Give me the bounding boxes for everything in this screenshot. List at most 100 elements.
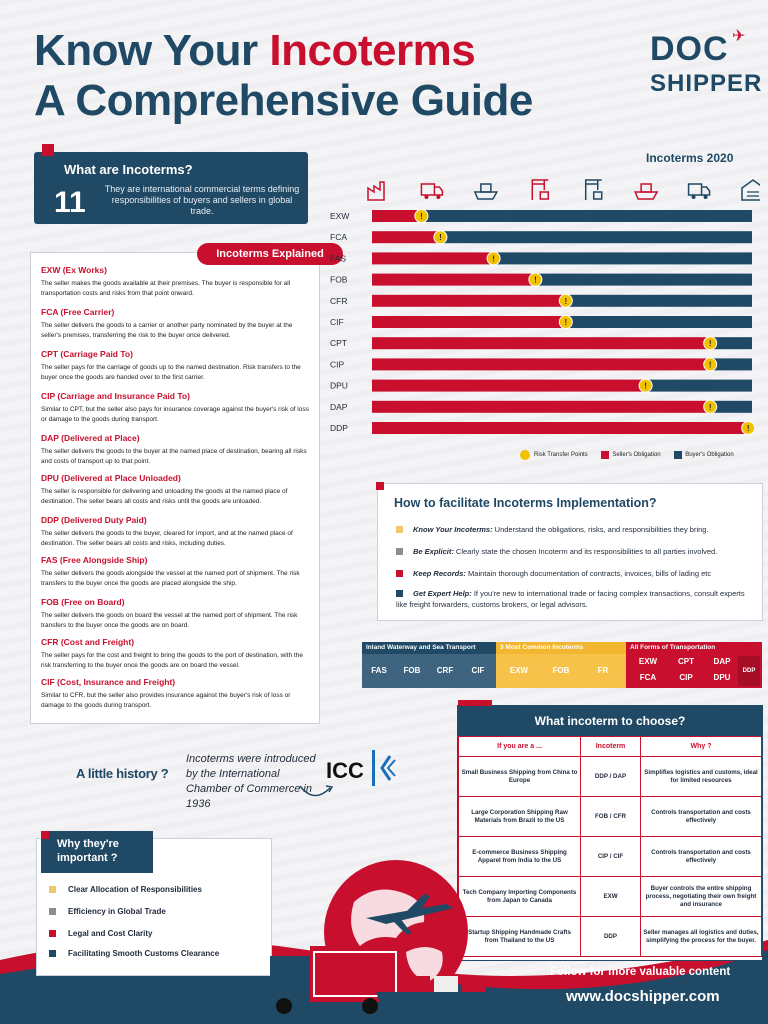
term-name: EXW (Ex Works) xyxy=(41,265,107,275)
seller-bar xyxy=(372,316,566,328)
group-term: CIF xyxy=(471,666,485,675)
buyer-bar xyxy=(710,358,752,371)
row-label: DPU xyxy=(330,381,348,391)
term-fas: FAS (Free Alongside Ship) The seller deli… xyxy=(41,555,313,588)
term-name: CFR (Cost and Freight) xyxy=(41,637,135,647)
truck-icon xyxy=(420,183,444,199)
term-name: CIF (Cost, Insurance and Freight) xyxy=(41,677,176,687)
table-row: Tech Company Importing Components from J… xyxy=(458,876,762,917)
term-desc: Similar to CFR, but the seller also prov… xyxy=(41,692,291,709)
ship-icon xyxy=(634,183,659,200)
table-row: E-commerce Business Shipping Apparel fro… xyxy=(458,836,762,877)
row-label: CIF xyxy=(330,317,344,327)
group-term: EXW xyxy=(509,666,529,675)
curved-arrow-icon xyxy=(299,785,334,797)
how-title: How to facilitate Incoterms Implementati… xyxy=(394,496,657,510)
risk-marker-glyph: ! xyxy=(709,403,712,412)
risk-transfer-point xyxy=(703,336,718,351)
port-crane-icon xyxy=(531,179,550,200)
red-tab xyxy=(376,482,384,490)
column-header: Incoterm xyxy=(580,736,641,757)
row-label: CPT xyxy=(330,338,347,348)
seller-bar xyxy=(372,273,536,286)
term-fob: FOB (Free on Board) The seller delivers t… xyxy=(41,597,313,630)
buyer-bar xyxy=(493,252,752,265)
inland-waterway-group: Inland Waterway and Sea Transport FAS FO… xyxy=(362,642,496,688)
why-important-box: Why they're important ? Clear Allocation… xyxy=(36,831,272,976)
incoterms-obligation-chart: EXW ! FCA ! FAS ! FOB ! CFR ! CIF ! CPT ! CIP ! DPU ! DAP!… xyxy=(330,179,760,435)
term-desc: Similar to CPT, but the seller also pays… xyxy=(41,406,309,423)
follow-text: Follow for more valuable content xyxy=(550,966,731,978)
why-item-text: Legal and Cost Clarity xyxy=(68,929,153,938)
table-cell: Simplifies logistics and customs, ideal … xyxy=(640,756,762,797)
how-to-facilitate-box: How to facilitate Incoterms Implementati… xyxy=(376,482,763,621)
term-cif: CIF (Cost, Insurance and Freight) Similar… xyxy=(41,677,313,710)
risk-marker-glyph: ! xyxy=(492,254,495,263)
docshipper-logo: DOC ✈ SHIPPER xyxy=(646,28,761,106)
row-label: FAS xyxy=(330,253,346,263)
row-label: CFR xyxy=(330,296,347,306)
what-are-incoterms-box: What are Incoterms? 11 They are internat… xyxy=(34,144,308,224)
why-item: Clear Allocation of Responsibilities xyxy=(49,885,202,894)
term-name: FOB (Free on Board) xyxy=(41,597,125,607)
how-item: Keep Records: Maintain thorough document… xyxy=(396,568,756,579)
explained-header: Incoterms Explained xyxy=(197,243,343,265)
group-header: 3 Most Common Incoterms xyxy=(496,642,626,654)
title-accent: Incoterms xyxy=(269,26,476,75)
chart-title: Incoterms 2020 xyxy=(646,151,734,165)
table-cell: Small Business Shipping from China to Eu… xyxy=(458,756,581,797)
term-desc: The seller makes the goods available at … xyxy=(41,280,291,297)
red-tab xyxy=(458,700,492,710)
bullet-square xyxy=(396,590,403,597)
term-desc: The seller pays for the cost and freight… xyxy=(41,652,303,669)
group-term: CIP xyxy=(679,673,693,682)
how-item-label: Keep Records: xyxy=(413,569,466,578)
why-item: Efficiency in Global Trade xyxy=(49,907,166,916)
risk-marker-glyph: ! xyxy=(439,233,442,242)
transport-illustration xyxy=(270,860,526,1020)
seller-bar xyxy=(372,231,441,244)
risk-transfer-point xyxy=(433,230,448,245)
how-item-text: Clearly state the chosen Incoterm and it… xyxy=(453,547,718,556)
how-item: Be Explicit: Clearly state the chosen In… xyxy=(396,546,756,557)
buyer-bar xyxy=(710,400,752,413)
icc-mark-icon xyxy=(372,750,396,786)
legend-label: Risk Transfer Points xyxy=(534,452,588,458)
choose-table: If you are a ... Incoterm Why ? Small Bu… xyxy=(458,736,762,957)
table-row: Small Business Shipping from China to Eu… xyxy=(458,756,762,797)
term-name: CIP (Carriage and Insurance Paid To) xyxy=(41,391,190,401)
choose-header: What incoterm to choose? xyxy=(458,706,762,736)
buyer-bar xyxy=(710,337,752,350)
seller-bar xyxy=(372,294,566,307)
red-tab xyxy=(41,831,49,839)
table-row: Large Corporation Shipping Raw Materials… xyxy=(458,796,762,837)
seller-bar xyxy=(372,422,749,434)
term-desc: The seller delivers the goods to a carri… xyxy=(41,322,293,339)
buyer-bar xyxy=(535,273,752,286)
row-label: FOB xyxy=(330,275,348,285)
term-desc: The seller delivers the goods on board t… xyxy=(41,612,298,629)
risk-transfer-point xyxy=(558,315,573,329)
bullet-square xyxy=(396,526,403,533)
why-item: Facilitating Smooth Customs Clearance xyxy=(49,949,219,958)
term-ddp: DDP (Delivered Duty Paid) The seller deli… xyxy=(41,515,313,548)
table-cell: DDP xyxy=(580,916,641,957)
bullet-square xyxy=(396,570,403,577)
ship-icon xyxy=(376,976,526,1020)
group-header: All Forms of Transportation xyxy=(626,642,762,654)
incoterms-explained-box: Incoterms Explained EXW (Ex Works) The se… xyxy=(30,243,343,724)
term-desc: The seller delivers the goods to the buy… xyxy=(41,448,307,465)
row-label: DDP xyxy=(330,423,348,433)
history-text: Incoterms were introduced by the Interna… xyxy=(186,753,316,810)
term-fca: FCA (Free Carrier) The seller delivers th… xyxy=(41,307,313,340)
column-header: Why ? xyxy=(640,736,762,757)
group-header: Inland Waterway and Sea Transport xyxy=(362,642,496,654)
term-name: FAS (Free Alongside Ship) xyxy=(41,555,148,565)
airplane-icon xyxy=(366,894,454,934)
website-link[interactable]: www.docshipper.com xyxy=(566,988,720,1005)
table-cell: Controls transportation and costs effect… xyxy=(640,836,762,877)
why-item-text: Clear Allocation of Responsibilities xyxy=(68,885,202,894)
term-desc: The seller is responsible for delivering… xyxy=(41,488,288,505)
legend-label: Seller's Obligation xyxy=(612,452,661,458)
term-cpt: CPT (Carriage Paid To) The seller pays fo… xyxy=(41,349,313,382)
